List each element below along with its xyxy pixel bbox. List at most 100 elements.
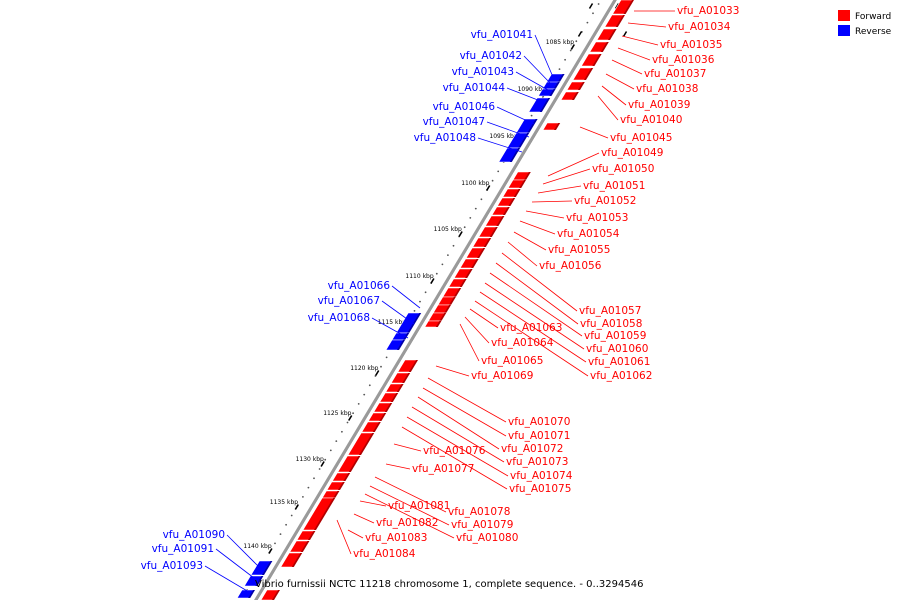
gene-label-vfu-a01080: vfu_A01080: [364, 493, 518, 544]
gene-label-vfu-a01078: vfu_A01078: [374, 476, 510, 518]
gene-block-vfu_A01060: [448, 278, 468, 288]
gene-blocks: [236, 0, 635, 600]
gene-block-vfu_A01076: [347, 432, 375, 456]
svg-text:vfu_A01084: vfu_A01084: [353, 548, 416, 560]
gene-label-vfu-a01042: vfu_A01042: [460, 50, 552, 85]
gene-label-vfu-a01043: vfu_A01043: [452, 66, 549, 91]
gene-label-vfu-a01048: vfu_A01048: [414, 132, 523, 153]
tick-label: 1110 kbp: [405, 273, 433, 280]
gene-label-vfu-a01075: vfu_A01075: [401, 426, 571, 495]
tick-label: 1115 kbp: [378, 319, 406, 326]
gene-label-vfu-a01063: vfu_A01063: [469, 308, 562, 334]
gene-block-vfu_A01055: [478, 226, 499, 238]
minor-tick: [586, 21, 589, 24]
svg-text:vfu_A01045: vfu_A01045: [610, 132, 672, 144]
svg-text:vfu_A01037: vfu_A01037: [644, 68, 706, 80]
tick-label: 1105 kbp: [434, 226, 462, 233]
minor-tick: [569, 49, 572, 52]
svg-text:vfu_A01042: vfu_A01042: [460, 50, 522, 62]
svg-text:vfu_A01060: vfu_A01060: [586, 343, 648, 355]
gene-block-vfu_A01084: [280, 552, 303, 568]
gene-label-vfu-a01047: vfu_A01047: [423, 116, 530, 138]
gene-block-vfu_A01059: [453, 268, 474, 279]
svg-text:vfu_A01044: vfu_A01044: [443, 82, 506, 94]
svg-text:vfu_A01093: vfu_A01093: [141, 560, 203, 572]
minor-tick: [318, 468, 321, 470]
gene-block-vfu_A01074: [367, 412, 387, 422]
gene-block-vfu_A01091: [243, 575, 264, 587]
gene-block-vfu_A01036: [589, 41, 610, 53]
svg-text:vfu_A01050: vfu_A01050: [592, 163, 654, 175]
minor-tick: [575, 40, 578, 43]
minor-tick: [279, 533, 282, 535]
gene-block-vfu_A01093: [236, 589, 256, 599]
svg-text:vfu_A01046: vfu_A01046: [433, 101, 496, 113]
gene-label-vfu-a01065: vfu_A01065: [459, 323, 543, 367]
svg-text:vfu_A01059: vfu_A01059: [584, 330, 646, 342]
gene-label-vfu-a01062: vfu_A01062: [474, 300, 652, 382]
svg-text:vfu_A01039: vfu_A01039: [628, 99, 690, 111]
gene-label-vfu-a01081: vfu_A01081: [359, 500, 450, 512]
gene-block-vfu_A01062: [437, 296, 457, 306]
svg-text:vfu_A01038: vfu_A01038: [636, 83, 698, 95]
gene-block-vfu_A01049: [512, 171, 532, 181]
minor-tick: [357, 403, 360, 405]
gene-block-vfu_A01078: [331, 472, 351, 482]
svg-text:vfu_A01079: vfu_A01079: [451, 519, 513, 531]
svg-text:vfu_A01090: vfu_A01090: [163, 529, 225, 541]
svg-text:vfu_A01078: vfu_A01078: [448, 506, 510, 518]
gene-block-vfu_A01071: [385, 383, 405, 393]
tick-label: 1120 kbp: [350, 365, 378, 372]
svg-text:vfu_A01073: vfu_A01073: [506, 456, 568, 468]
major-tick: [577, 31, 583, 37]
gene-block-vfu_A01053: [491, 206, 511, 216]
gene-block-vfu_A01061: [442, 287, 462, 298]
svg-text:vfu_A01063: vfu_A01063: [500, 322, 562, 334]
minor-tick: [274, 542, 276, 545]
minor-tick: [341, 430, 343, 433]
gene-label-vfu-a01038: vfu_A01038: [605, 73, 698, 95]
major-tick: [375, 370, 380, 376]
major-tick: [430, 278, 435, 284]
minor-tick: [285, 523, 287, 526]
minor-tick: [307, 486, 310, 489]
legend: Forward Reverse: [838, 10, 892, 37]
tick-label: 1085 kbp: [546, 39, 574, 46]
minor-tick: [469, 217, 472, 219]
major-tick: [458, 231, 463, 237]
legend-swatch-reverse: [838, 25, 850, 36]
gene-block-vfu_A01037: [580, 53, 603, 67]
svg-text:vfu_A01091: vfu_A01091: [152, 543, 214, 555]
svg-text:vfu_A01033: vfu_A01033: [677, 5, 739, 17]
gene-label-vfu-a01069: vfu_A01069: [435, 365, 533, 382]
gene-label-vfu-a01068: vfu_A01068: [308, 312, 409, 339]
major-tick: [570, 44, 575, 50]
svg-text:vfu_A01074: vfu_A01074: [510, 470, 573, 482]
minor-tick: [435, 272, 438, 275]
gene-label-vfu-a01034: vfu_A01034: [627, 21, 731, 33]
tick-label: 1125 kbp: [323, 410, 351, 417]
gene-block-vfu_A01039: [566, 81, 586, 91]
gene-block-vfu_A01064: [427, 312, 447, 322]
gene-block-edge: [260, 589, 281, 600]
gene-block-vfu_A01045: [542, 122, 561, 131]
major-tick: [486, 185, 491, 191]
gene-label-vfu-a01046: vfu_A01046: [433, 101, 535, 125]
svg-text:vfu_A01043: vfu_A01043: [452, 66, 514, 78]
svg-text:vfu_A01070: vfu_A01070: [508, 416, 570, 428]
tick-label: 1140 kbp: [243, 543, 271, 550]
map-caption: Vibrio furnissii NCTC 11218 chromosome 1…: [255, 579, 643, 590]
minor-tick: [352, 412, 354, 415]
minor-tick: [592, 12, 594, 15]
minor-tick: [491, 179, 494, 182]
gene-label-vfu-a01039: vfu_A01039: [601, 85, 690, 111]
gene-label-vfu-a01053: vfu_A01053: [525, 210, 628, 224]
gene-block-vfu_A01038: [572, 67, 594, 81]
gene-label-vfu-a01035: vfu_A01035: [621, 35, 722, 51]
gene-block-vfu_A01068: [385, 339, 406, 351]
gene-label-vfu-a01058: vfu_A01058: [495, 262, 642, 330]
gene-label-vfu-a01066: vfu_A01066: [328, 280, 421, 309]
gene-label-vfu-a01037: vfu_A01037: [611, 59, 706, 80]
svg-text:vfu_A01051: vfu_A01051: [583, 180, 645, 192]
